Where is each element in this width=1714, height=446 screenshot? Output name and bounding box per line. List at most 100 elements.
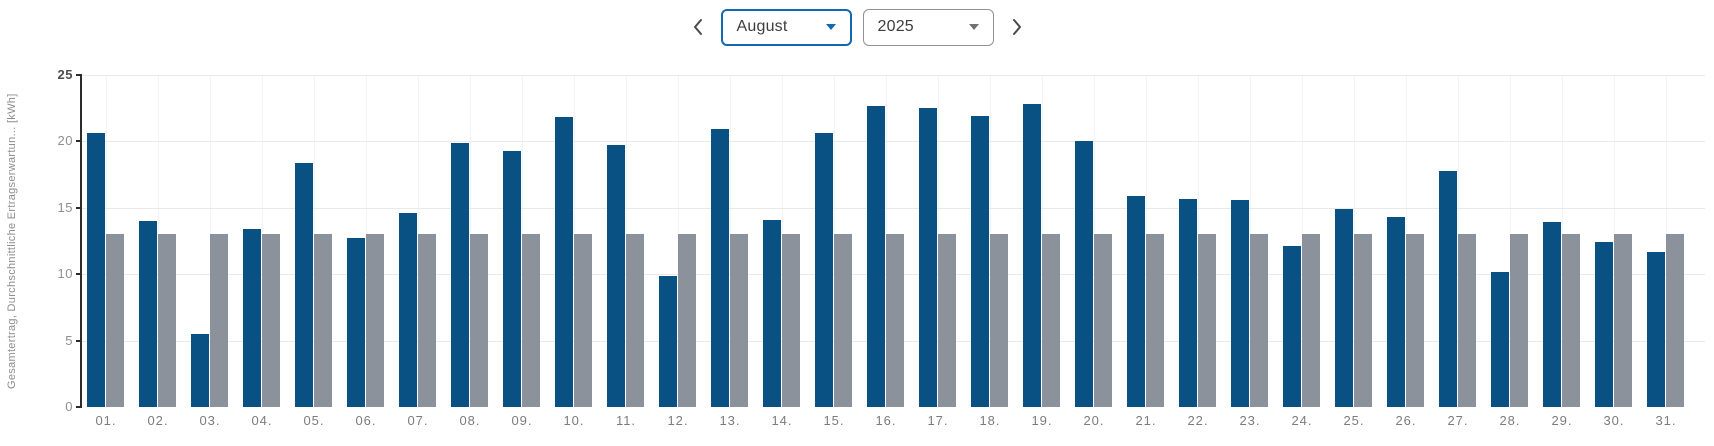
day-label: 11. (615, 413, 637, 428)
gesamtertrag-bar[interactable] (1335, 209, 1353, 407)
ertragserwartung-bar[interactable] (1198, 234, 1216, 407)
horizontal-gridline (81, 75, 1705, 76)
y-tick-label: 0 (65, 399, 73, 414)
ertragserwartung-bar[interactable] (1250, 234, 1268, 407)
gesamtertrag-bar[interactable] (659, 276, 677, 407)
day-label: 24. (1291, 413, 1313, 428)
day-label: 09. (511, 413, 533, 428)
day-label: 03. (199, 413, 221, 428)
gesamtertrag-bar[interactable] (1595, 242, 1613, 407)
ertragserwartung-bar[interactable] (1666, 234, 1684, 407)
prev-month-button[interactable] (686, 9, 710, 45)
ertragserwartung-bar[interactable] (1042, 234, 1060, 407)
ertragserwartung-bar[interactable] (470, 234, 488, 407)
gesamtertrag-bar[interactable] (1439, 171, 1457, 407)
day-label: 15. (823, 413, 845, 428)
ertragserwartung-bar[interactable] (574, 234, 592, 407)
day-label: 07. (407, 413, 429, 428)
day-label: 23. (1239, 413, 1261, 428)
day-label: 18. (979, 413, 1001, 428)
day-label: 16. (875, 413, 897, 428)
day-label: 04. (251, 413, 273, 428)
gesamtertrag-bar[interactable] (1543, 222, 1561, 407)
day-label: 06. (355, 413, 377, 428)
ertragserwartung-bar[interactable] (1302, 234, 1320, 407)
y-tick-label: 10 (57, 266, 73, 282)
ertragserwartung-bar[interactable] (678, 234, 696, 407)
gesamtertrag-bar[interactable] (1127, 196, 1145, 407)
gesamtertrag-bar[interactable] (1491, 272, 1509, 407)
gesamtertrag-bar[interactable] (191, 334, 209, 407)
ertragserwartung-bar[interactable] (626, 234, 644, 407)
ertragserwartung-bar[interactable] (782, 234, 800, 407)
ertragserwartung-bar[interactable] (1562, 234, 1580, 407)
ertragserwartung-bar[interactable] (834, 234, 852, 407)
day-label: 05. (303, 413, 325, 428)
ertragserwartung-bar[interactable] (1094, 234, 1112, 407)
y-tick-label: 20 (57, 133, 73, 149)
ertragserwartung-bar[interactable] (262, 234, 280, 407)
gesamtertrag-bar[interactable] (763, 220, 781, 407)
y-tick-label: 15 (57, 199, 73, 215)
gesamtertrag-bar[interactable] (347, 238, 365, 407)
gesamtertrag-bar[interactable] (451, 143, 469, 407)
gesamtertrag-bar[interactable] (399, 213, 417, 407)
ertragserwartung-bar[interactable] (1458, 234, 1476, 407)
y-axis-tick (76, 206, 81, 209)
gesamtertrag-bar[interactable] (971, 116, 989, 407)
gesamtertrag-bar[interactable] (1387, 217, 1405, 407)
ertragserwartung-bar[interactable] (938, 234, 956, 407)
month-select-value: August (736, 18, 788, 35)
gesamtertrag-bar[interactable] (1283, 246, 1301, 407)
gesamtertrag-bar[interactable] (1231, 200, 1249, 407)
ertragserwartung-bar[interactable] (522, 234, 540, 407)
day-label: 30. (1603, 413, 1625, 428)
day-label: 12. (667, 413, 689, 428)
ertragserwartung-bar[interactable] (1406, 234, 1424, 407)
ertragserwartung-bar[interactable] (1510, 234, 1528, 407)
gesamtertrag-bar[interactable] (87, 133, 105, 407)
ertragserwartung-bar[interactable] (1146, 234, 1164, 407)
year-select[interactable]: 2025 (862, 8, 994, 46)
gesamtertrag-bar[interactable] (139, 221, 157, 407)
chevron-left-icon (693, 19, 702, 35)
horizontal-gridline (81, 207, 1705, 209)
day-label: 13. (719, 413, 741, 428)
chevron-right-icon (1012, 19, 1021, 35)
y-axis-line (80, 74, 82, 408)
day-label: 01. (95, 413, 117, 428)
gesamtertrag-bar[interactable] (503, 151, 521, 407)
ertragserwartung-bar[interactable] (1354, 234, 1372, 407)
month-select[interactable]: August (720, 8, 852, 46)
y-axis-tick (76, 406, 81, 408)
ertragserwartung-bar[interactable] (106, 234, 124, 407)
gesamtertrag-bar[interactable] (1023, 104, 1041, 407)
day-label: 17. (927, 413, 949, 428)
day-label: 02. (147, 413, 169, 428)
ertragserwartung-bar[interactable] (210, 234, 228, 407)
caret-down-icon (825, 24, 836, 30)
gesamtertrag-bar[interactable] (711, 129, 729, 407)
y-axis-tick (76, 140, 81, 143)
gesamtertrag-bar[interactable] (295, 163, 313, 407)
gesamtertrag-bar[interactable] (607, 145, 625, 407)
gesamtertrag-bar[interactable] (1075, 141, 1093, 407)
gesamtertrag-bar[interactable] (243, 229, 261, 407)
gesamtertrag-bar[interactable] (1647, 252, 1665, 407)
next-month-button[interactable] (1005, 9, 1029, 45)
y-tick-label: 25 (57, 67, 73, 82)
gesamtertrag-bar[interactable] (867, 106, 885, 407)
gesamtertrag-bar[interactable] (815, 133, 833, 407)
ertragserwartung-bar[interactable] (990, 234, 1008, 407)
gesamtertrag-bar[interactable] (919, 108, 937, 407)
ertragserwartung-bar[interactable] (158, 234, 176, 407)
ertragserwartung-bar[interactable] (418, 234, 436, 407)
ertragserwartung-bar[interactable] (314, 234, 332, 407)
gesamtertrag-bar[interactable] (555, 117, 573, 407)
ertragserwartung-bar[interactable] (886, 234, 904, 407)
ertragserwartung-bar[interactable] (1614, 234, 1632, 407)
ertragserwartung-bar[interactable] (366, 234, 384, 407)
gesamtertrag-bar[interactable] (1179, 199, 1197, 407)
ertragserwartung-bar[interactable] (730, 234, 748, 407)
